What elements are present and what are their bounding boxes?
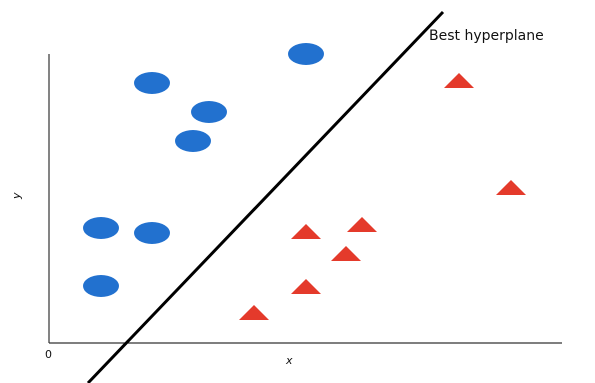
x-axis-label: x <box>285 354 293 367</box>
y-axis-label: y <box>10 192 23 200</box>
class-a-point <box>191 101 227 123</box>
class-a-point <box>175 130 211 152</box>
hyperplane-label: Best hyperplane <box>429 28 544 44</box>
class-a-point <box>83 217 119 239</box>
class-b-point <box>347 217 377 232</box>
class-a-point <box>288 43 324 65</box>
class-b-point <box>444 73 474 88</box>
class-a-point <box>134 72 170 94</box>
class-b-point <box>239 305 269 320</box>
origin-label: 0 <box>45 348 52 361</box>
class-b-point <box>496 180 526 195</box>
class-a-point <box>83 275 119 297</box>
class-b-point <box>331 246 361 261</box>
best-hyperplane-line <box>86 10 445 383</box>
class-b-point <box>291 224 321 239</box>
class-a-point <box>134 222 170 244</box>
class-b-point <box>291 279 321 294</box>
